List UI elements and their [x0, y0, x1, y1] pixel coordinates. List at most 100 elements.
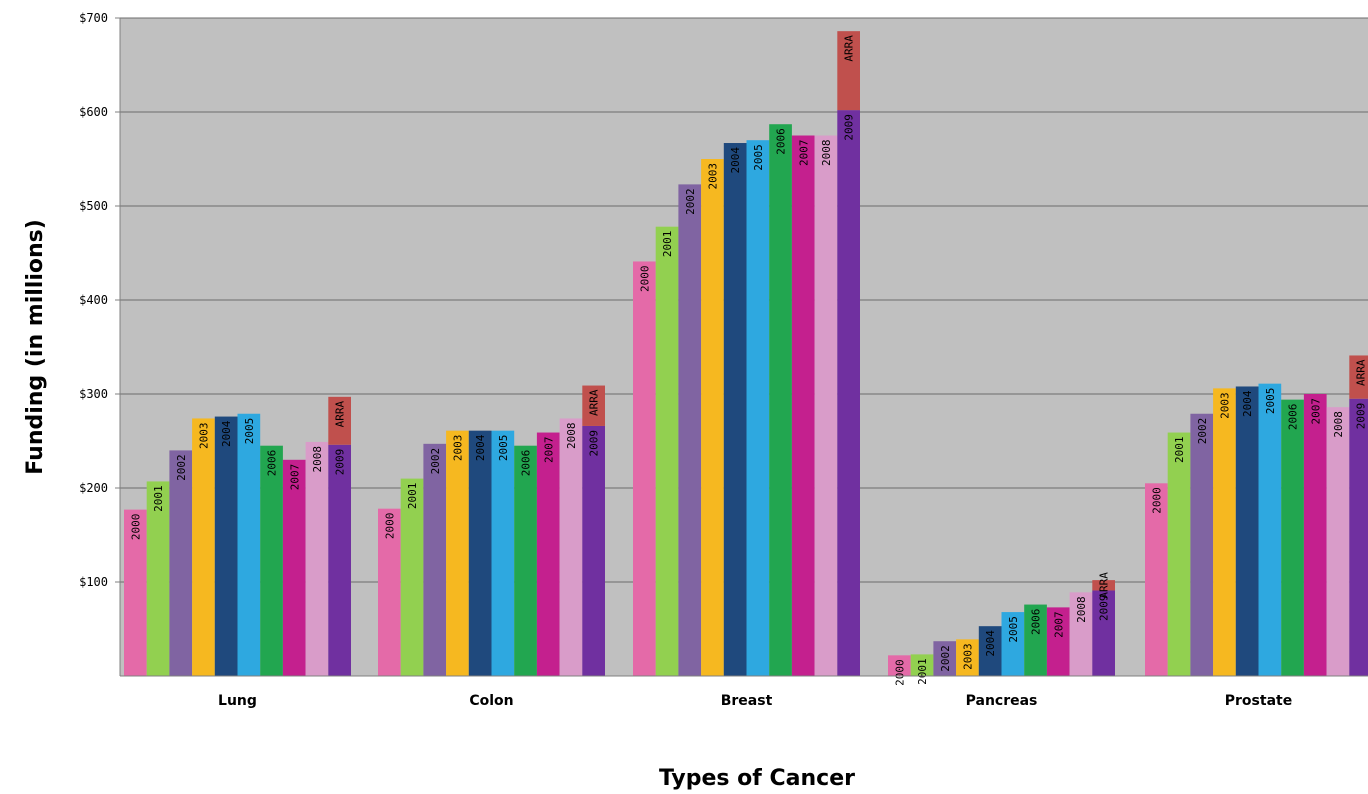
bar-2002-breast	[678, 184, 702, 676]
bar-label-2001: 2001	[1173, 437, 1186, 464]
bar-2004-prostate	[1235, 386, 1259, 676]
bar-2008-lung	[305, 441, 329, 676]
y-axis-ticks: $100 $200 $300 $400 $500 $600 $700	[79, 11, 120, 589]
bar-label-2004: 2004	[729, 147, 742, 174]
y-tick-label: $400	[79, 293, 108, 307]
bar-label-arra: ARRA	[1098, 572, 1111, 599]
bar-2004-pancreas	[978, 626, 1002, 676]
bar-2003-breast	[701, 159, 724, 676]
bar-label-2000: 2000	[893, 659, 906, 686]
bar-label-2006: 2006	[775, 128, 788, 155]
bar-2002-lung	[169, 450, 193, 676]
bar-label-2008: 2008	[820, 140, 833, 167]
bar-2008-pancreas	[1069, 592, 1093, 676]
bar-2000-breast	[633, 261, 656, 676]
bar-2009-lung	[328, 444, 351, 676]
bar-2000-colon	[378, 508, 401, 676]
bar-2007-pancreas	[1046, 607, 1070, 676]
bar-2006-lung	[260, 445, 283, 676]
bar-label-2009: 2009	[588, 430, 601, 457]
bar-label-2007: 2007	[288, 464, 301, 491]
bar-2003-lung	[192, 418, 215, 676]
bar-2005-breast	[746, 140, 770, 676]
bar-2005-prostate	[1258, 383, 1282, 676]
bar-2003-prostate	[1213, 388, 1236, 676]
bar-label-2008: 2008	[565, 422, 578, 449]
x-axis-categories: Lung Colon Breast Pancreas Prostate	[218, 693, 1292, 709]
bar-2003-pancreas	[956, 639, 979, 676]
bar-label-2003: 2003	[961, 643, 974, 670]
bar-2006-prostate	[1281, 399, 1304, 676]
bar-label-2004: 2004	[984, 630, 997, 657]
y-tick-label: $600	[79, 105, 108, 119]
bar-arra-prostate	[1349, 355, 1368, 399]
bar-label-2000: 2000	[638, 265, 651, 292]
bar-label-2007: 2007	[542, 437, 555, 464]
bar-arra-pancreas	[1092, 580, 1115, 591]
bar-2001-breast	[655, 226, 679, 676]
bar-label-2008: 2008	[1332, 411, 1345, 438]
bar-label-2005: 2005	[752, 144, 765, 171]
bar-label-2007: 2007	[1309, 398, 1322, 425]
bar-label-2003: 2003	[706, 163, 719, 190]
bar-label-2002: 2002	[684, 188, 697, 215]
bar-2002-pancreas	[933, 641, 957, 676]
bar-label-2004: 2004	[474, 434, 487, 461]
bar-2000-prostate	[1145, 483, 1168, 676]
bar-2001-lung	[146, 481, 170, 676]
bar-2006-pancreas	[1024, 604, 1047, 676]
bar-label-2000: 2000	[1150, 487, 1163, 514]
bar-label-2005: 2005	[1007, 616, 1020, 643]
bar-arra-colon	[582, 385, 605, 426]
bar-label-2003: 2003	[1218, 392, 1231, 419]
bar-label-2002: 2002	[429, 448, 442, 475]
bar-2007-prostate	[1303, 394, 1327, 676]
bar-2009-pancreas	[1092, 590, 1115, 676]
bar-2008-breast	[814, 135, 838, 676]
bar-2001-pancreas	[910, 654, 934, 676]
bar-2002-prostate	[1190, 413, 1214, 676]
bar-2007-lung	[282, 459, 306, 676]
bar-label-2006: 2006	[266, 450, 279, 477]
bar-label-2000: 2000	[129, 514, 142, 541]
bar-2009-colon	[582, 425, 605, 676]
bar-2009-prostate	[1349, 398, 1368, 676]
bar-2002-colon	[423, 443, 447, 676]
bar-2003-colon	[446, 430, 469, 676]
bar-2005-pancreas	[1001, 612, 1025, 676]
bar-label-2002: 2002	[175, 454, 188, 481]
category-label-breast: Breast	[721, 693, 773, 709]
bar-label-2009: 2009	[334, 449, 347, 476]
bar-2000-lung	[124, 509, 147, 676]
bar-label-2009: 2009	[1098, 594, 1111, 621]
bar-label-2009: 2009	[843, 114, 856, 140]
bar-label-2002: 2002	[1196, 418, 1209, 445]
bar-2008-prostate	[1326, 407, 1350, 676]
bar-label-2001: 2001	[916, 658, 929, 685]
bar-2000-pancreas	[888, 655, 911, 676]
bar-2007-colon	[536, 432, 560, 676]
y-tick-label: $500	[79, 199, 108, 213]
bar-label-2002: 2002	[939, 645, 952, 672]
bar-2001-prostate	[1167, 432, 1191, 676]
bar-label-2004: 2004	[220, 420, 233, 447]
bar-label-2008: 2008	[311, 446, 324, 473]
bar-label-2005: 2005	[497, 435, 510, 462]
bar-arra-lung	[328, 396, 351, 445]
bar-2004-colon	[468, 430, 492, 676]
bar-label-2003: 2003	[451, 435, 464, 462]
bar-label-2006: 2006	[1287, 404, 1300, 431]
bar-label-2000: 2000	[383, 513, 396, 540]
bar-label-2008: 2008	[1075, 596, 1088, 623]
bar-2005-lung	[237, 413, 261, 676]
bar-label-2003: 2003	[197, 422, 210, 449]
bar-label-2005: 2005	[1264, 388, 1277, 415]
bar-label-arra: ARRA	[588, 389, 601, 416]
y-tick-label: $700	[79, 11, 108, 25]
bar-label-2001: 2001	[152, 485, 165, 512]
bar-arra-breast	[837, 31, 860, 111]
y-axis-title: Funding (in millions)	[23, 219, 48, 475]
bar-label-2006: 2006	[520, 450, 533, 477]
x-axis-title: Types of Cancer	[659, 766, 855, 791]
